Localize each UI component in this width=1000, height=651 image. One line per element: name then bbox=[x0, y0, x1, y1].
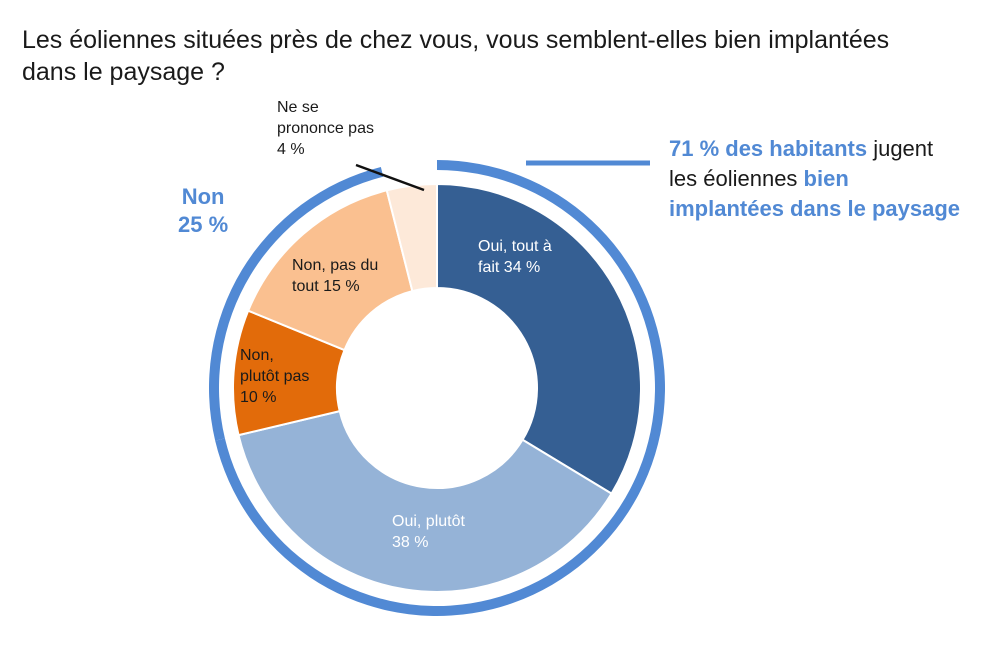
callout-oui-summary: 71 % des habitants jugent les éoliennes … bbox=[669, 134, 960, 224]
slice-ne-se-prononce-pas bbox=[385, 182, 438, 293]
chart-title-line-1: Les éoliennes situées près de chez vous,… bbox=[22, 26, 890, 54]
slice-label-oui-tout-a-fait: Oui, tout à fait 34 % bbox=[478, 238, 552, 276]
callout-line-2: les éoliennes bien bbox=[669, 166, 849, 191]
group-label-non: Non 25 % bbox=[178, 184, 229, 237]
callout-line-3: implantées dans le paysage bbox=[669, 196, 961, 221]
slice-label-ne-se-prononce-pas: Ne se prononce pas 4 % bbox=[277, 99, 374, 158]
slice-label-non-plutot-pas: Non, plutôt pas 10 % bbox=[240, 347, 310, 406]
callout-line-1: 71 % des habitants jugent bbox=[669, 136, 934, 161]
slice-oui-tout-a-fait bbox=[436, 182, 642, 496]
chart-title: Les éoliennes situées près de chez vous,… bbox=[22, 24, 982, 88]
chart-title-line-2: dans le paysage ? bbox=[22, 58, 225, 86]
slice-label-oui-plutot: Oui, plutôt 38 % bbox=[392, 513, 465, 551]
leader-line-ne-se-prononce-pas bbox=[355, 163, 425, 192]
slice-oui-plutot bbox=[237, 409, 613, 593]
slice-label-non-pas-du-tout: Non, pas du tout 15 % bbox=[292, 257, 379, 295]
